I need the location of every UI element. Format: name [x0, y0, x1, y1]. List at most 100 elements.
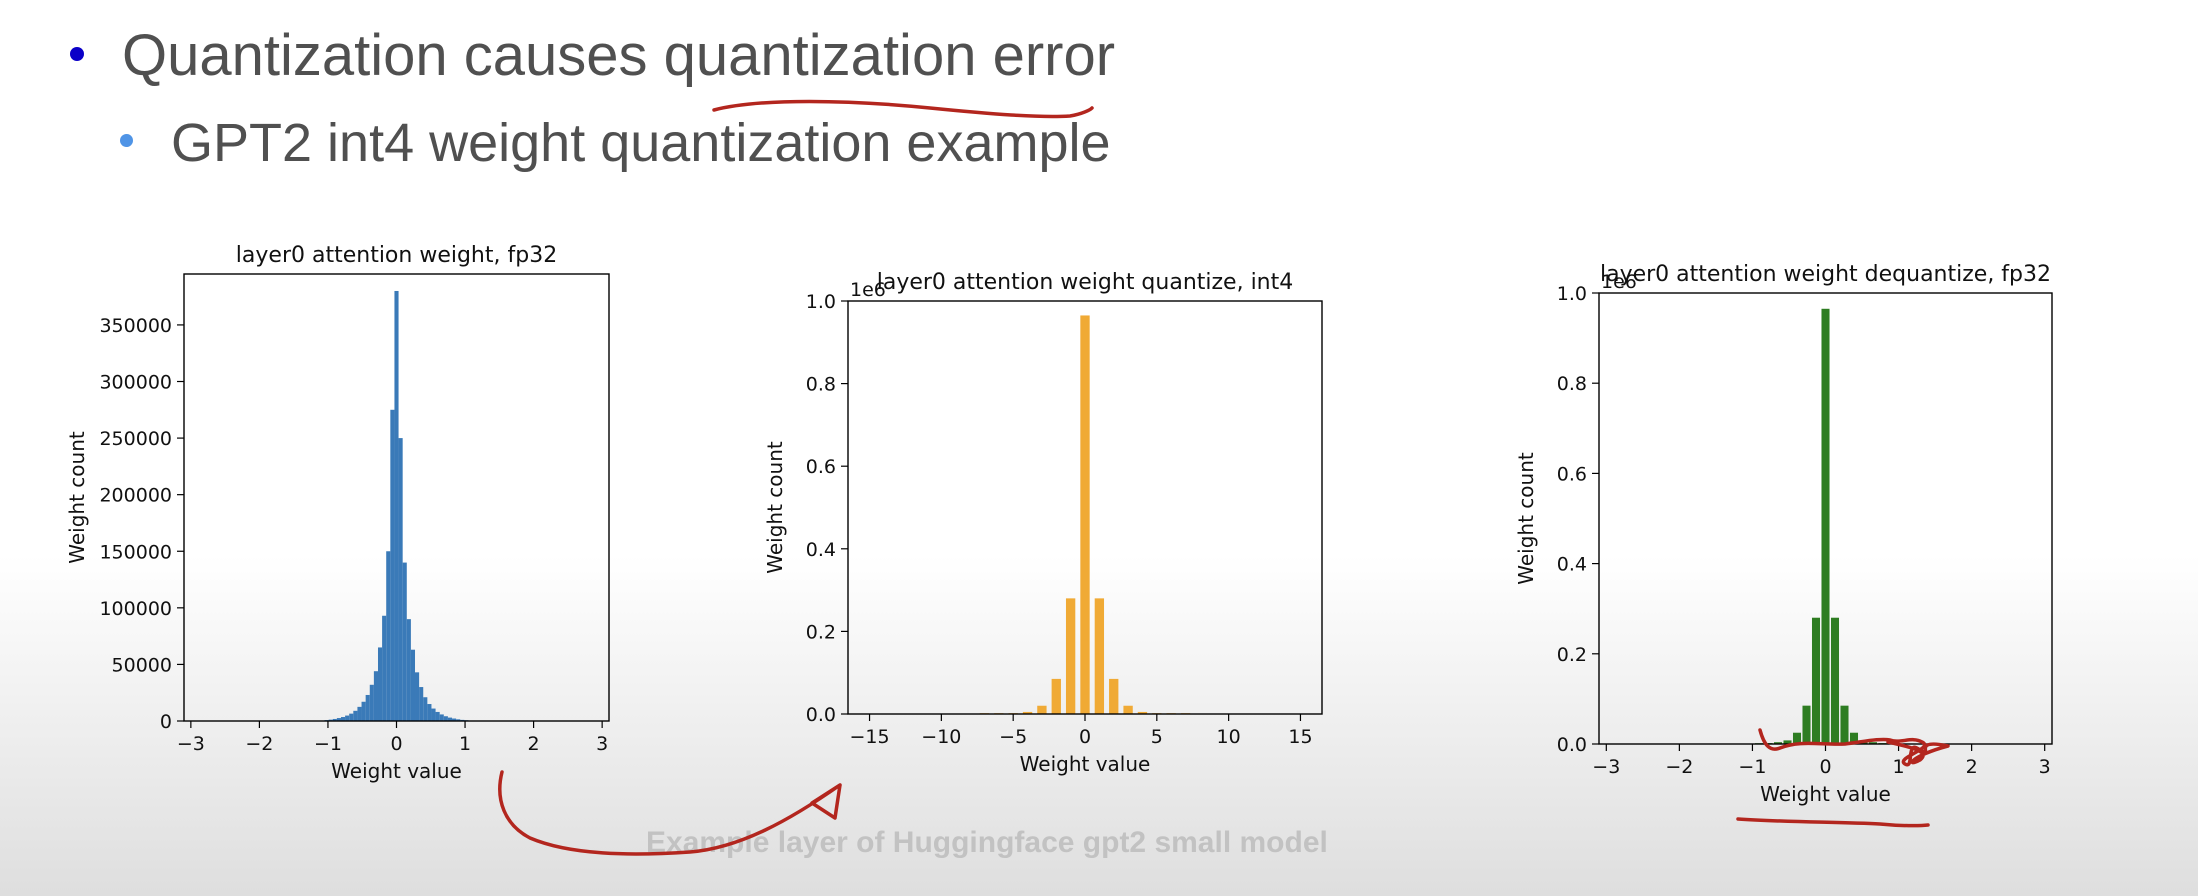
chart1-x-tick-label: 15 — [1288, 726, 1312, 748]
chart0-x-axis-label: Weight value — [331, 759, 462, 783]
chart0-bar — [443, 716, 448, 721]
chart0-bar — [452, 718, 457, 721]
bullet-1-text: Quantization causes quantization error — [122, 23, 1116, 88]
chart0-bar — [431, 708, 436, 721]
chart0-bar — [406, 619, 411, 721]
chart2-bar — [1821, 308, 1830, 744]
chart0-bar — [345, 715, 350, 721]
chart2-bar — [1830, 617, 1840, 744]
chart2-x-tick-label: 0 — [1819, 756, 1831, 778]
chart0-bar — [390, 409, 395, 721]
chart0-bar — [336, 718, 341, 721]
slide-caption: Example layer of Huggingface gpt2 small … — [646, 826, 1328, 859]
chart1-y-tick-label: 0.4 — [806, 539, 836, 561]
chart1-bar — [1022, 711, 1033, 714]
chart0-bar — [402, 562, 407, 721]
bullet-dot-icon — [70, 46, 84, 61]
chart1-y-tick-label: 1.0 — [806, 291, 836, 313]
chart0-y-tick-label: 250000 — [99, 428, 172, 450]
chart2-offset-label: 1e6 — [1601, 271, 1637, 293]
chart2-y-tick-label: 0.0 — [1557, 734, 1587, 756]
chart1-y-tick-label: 0.0 — [806, 704, 836, 726]
chart0-y-tick-label: 100000 — [99, 598, 172, 620]
chart1-y-tick-label: 0.8 — [806, 374, 836, 396]
bullet-2: GPT2 int4 weight quantization example — [120, 112, 1111, 174]
chart2-x-axis-label: Weight value — [1760, 782, 1891, 806]
chart0-x-tick-label: 3 — [596, 733, 608, 755]
chart0-bar — [386, 551, 391, 721]
chart2-y-tick-label: 1.0 — [1557, 283, 1587, 305]
chart0-bar — [361, 701, 366, 721]
chart2-y-tick-label: 0.2 — [1557, 644, 1587, 666]
chart2-y-axis-label: Weight count — [1514, 452, 1538, 585]
chart0-bar — [365, 694, 370, 721]
chart1-x-tick-label: 5 — [1151, 726, 1163, 748]
chart0-bar — [439, 714, 444, 721]
chart0-bar — [369, 684, 374, 721]
chart1-bar — [1037, 705, 1047, 714]
chart0-y-tick-label: 50000 — [112, 654, 172, 676]
chart1-bar — [1109, 678, 1119, 714]
chart0-y-axis-label: Weight count — [65, 431, 89, 564]
chart1-title: layer0 attention weight quantize, int4 — [877, 270, 1294, 295]
chart0-bar — [423, 697, 428, 721]
chart1-x-tick-label: −5 — [999, 726, 1027, 748]
chart0-bar — [415, 672, 420, 721]
chart2-x-tick-label: −1 — [1738, 756, 1766, 778]
chart1-bar — [1137, 711, 1148, 714]
chart0-x-tick-label: −1 — [314, 733, 342, 755]
chart0-bar — [427, 704, 432, 721]
chart0-bar — [447, 717, 453, 721]
chart0-y-tick-label: 0 — [160, 711, 172, 733]
chart2-x-tick-label: 3 — [2039, 756, 2051, 778]
chart2-y-tick-label: 0.6 — [1557, 463, 1587, 485]
chart1-x-tick-label: 10 — [1217, 726, 1241, 748]
chart2-y-tick-label: 0.8 — [1557, 373, 1587, 395]
chart0-bar — [340, 717, 346, 721]
chart0-x-tick-label: −3 — [177, 733, 205, 755]
chart1-x-tick-label: −10 — [921, 726, 961, 748]
chart1-bar — [1080, 315, 1090, 714]
chart1-y-tick-label: 0.6 — [806, 456, 836, 478]
chart0-y-tick-label: 350000 — [99, 315, 172, 337]
chart0-bar — [357, 706, 362, 721]
chart0-bar — [353, 710, 358, 721]
chart1-x-tick-label: 0 — [1079, 726, 1091, 748]
chart0-bar — [398, 438, 403, 721]
chart0-bar — [349, 713, 354, 721]
chart1-bar — [1051, 678, 1061, 714]
chart2-bar — [1811, 617, 1821, 744]
chart2-bar — [1840, 705, 1849, 744]
bullet-1: Quantization causes quantization error — [70, 22, 1115, 89]
chart0-x-tick-label: 1 — [459, 733, 471, 755]
chart1-bar — [1094, 598, 1105, 714]
chart0-bar — [456, 719, 461, 721]
bullet-dot-icon — [120, 134, 133, 148]
chart0-bar — [419, 687, 424, 721]
chart1-y-axis-label: Weight count — [763, 441, 787, 574]
chart2-bar — [1802, 705, 1811, 744]
chart0-bar — [332, 718, 337, 721]
chart1-x-tick-label: −15 — [849, 726, 889, 748]
chart0-y-tick-label: 150000 — [99, 541, 172, 563]
chart2-bar — [1849, 732, 1859, 744]
chart2-x-tick-label: 2 — [1966, 756, 1978, 778]
bullet-2-text: GPT2 int4 weight quantization example — [171, 113, 1111, 173]
chart1-offset-label: 1e6 — [850, 279, 886, 301]
chart0-x-tick-label: −2 — [245, 733, 273, 755]
chart0-title: layer0 attention weight, fp32 — [236, 243, 557, 268]
chart0-bar — [377, 647, 383, 721]
chart2-y-tick-label: 0.4 — [1557, 554, 1587, 576]
chart1-x-axis-label: Weight value — [1020, 752, 1151, 776]
chart2-title: layer0 attention weight dequantize, fp32 — [1600, 262, 2051, 287]
chart1-bar — [1123, 705, 1133, 714]
chart2-x-tick-label: 1 — [1893, 756, 1905, 778]
chart0-bar — [410, 649, 416, 721]
chart2-x-tick-label: −2 — [1665, 756, 1693, 778]
chart0-bar — [373, 671, 378, 721]
chart2-bar — [1792, 732, 1802, 744]
chart1-y-tick-label: 0.2 — [806, 621, 836, 643]
